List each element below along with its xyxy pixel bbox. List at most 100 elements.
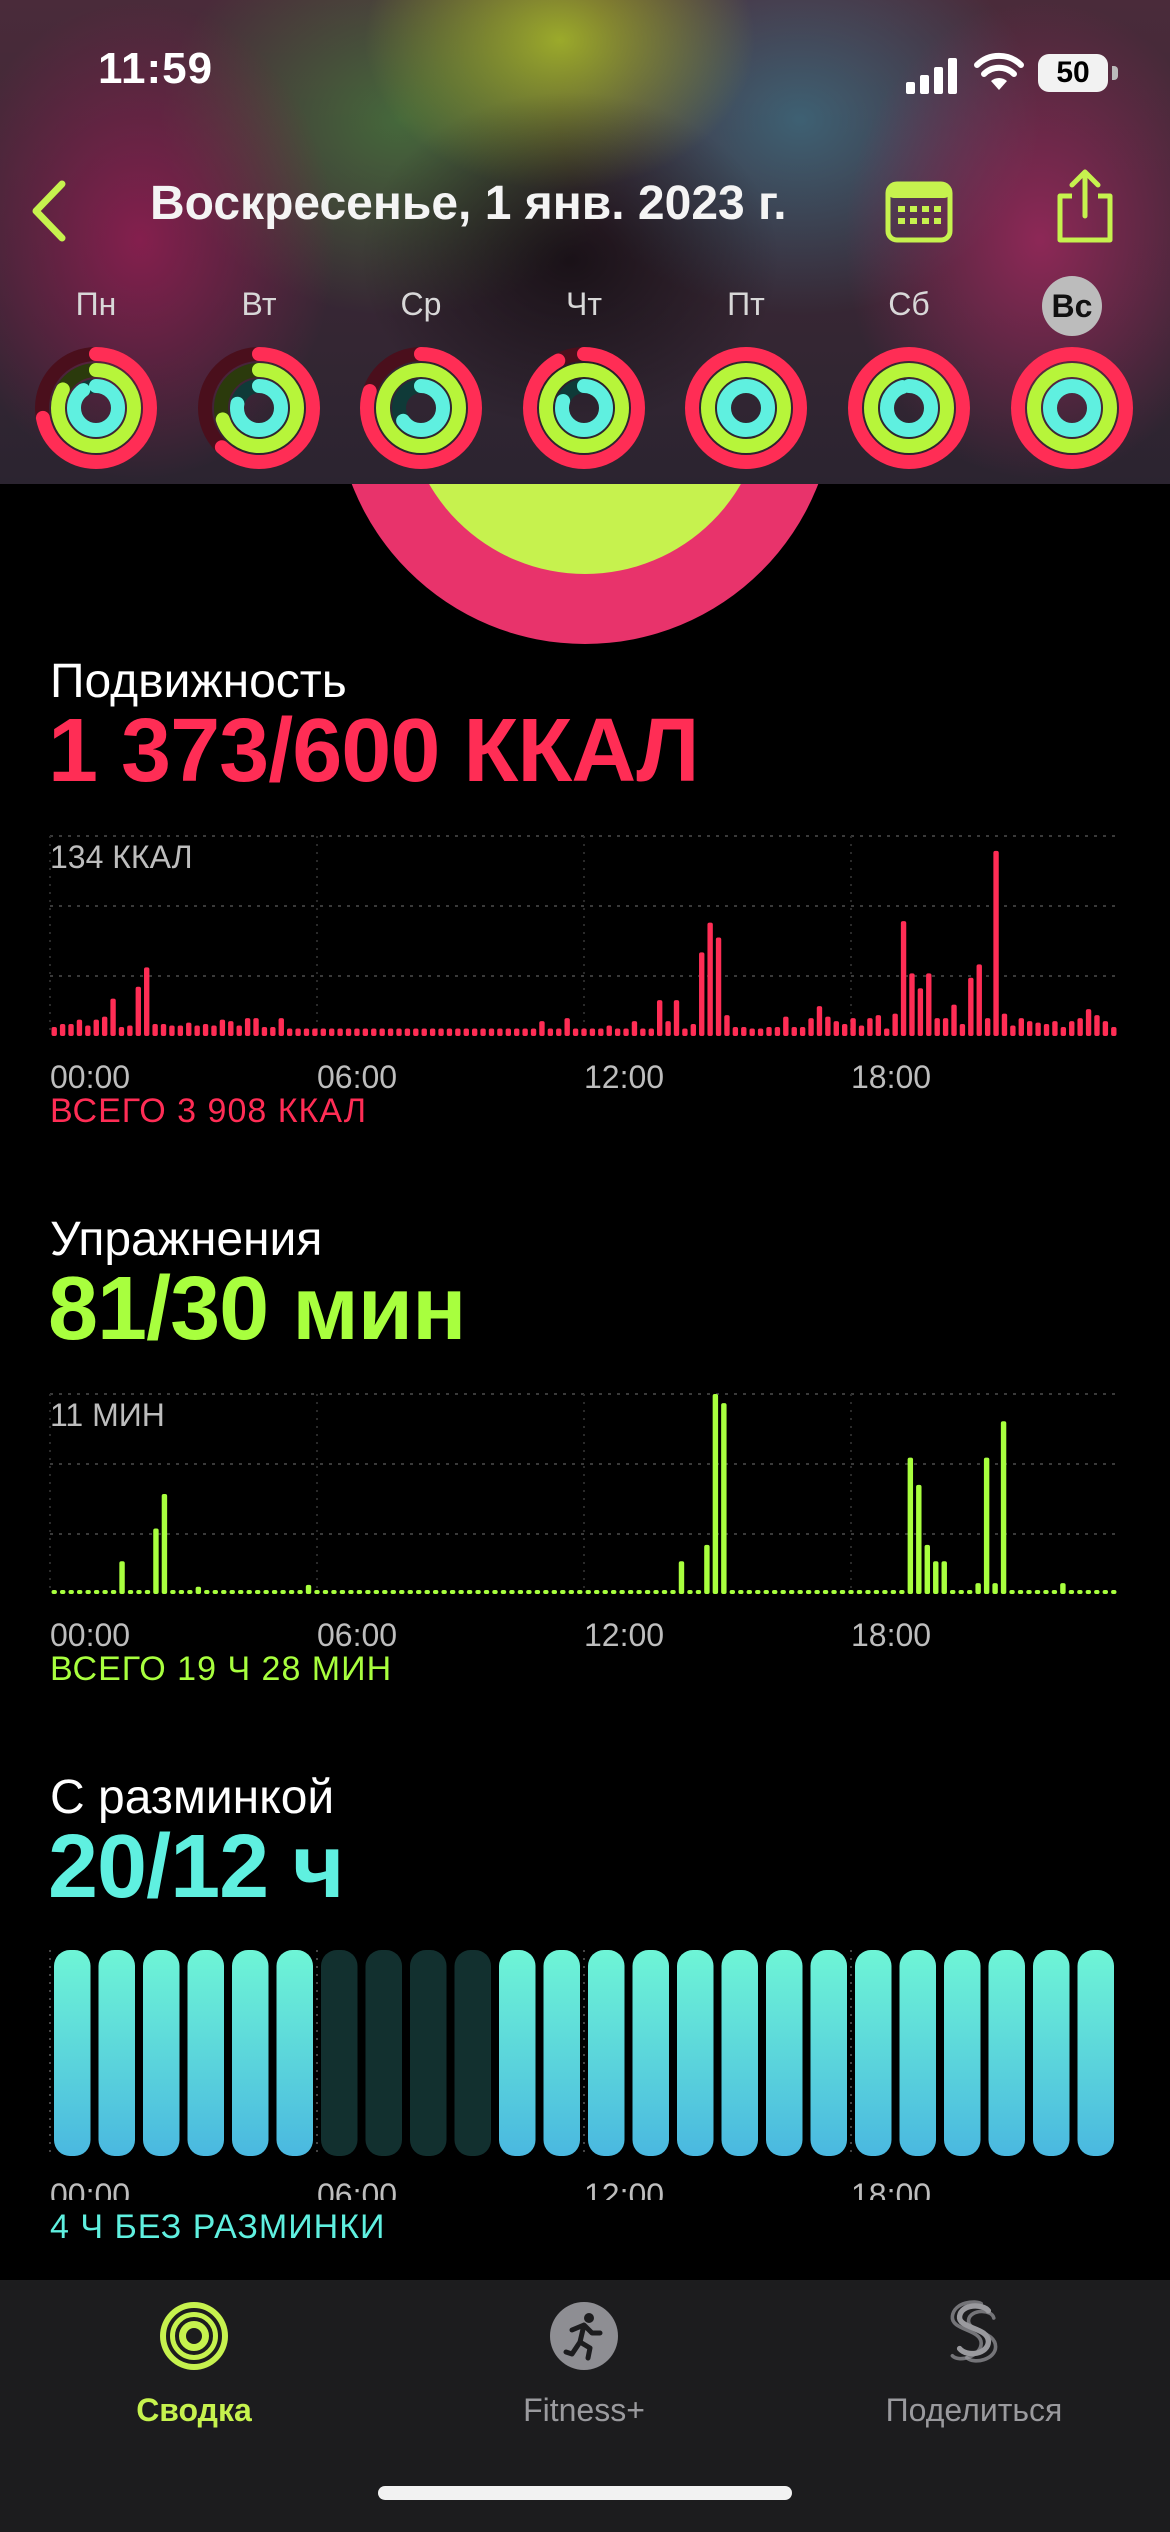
- move-bar-68: [623, 1028, 629, 1036]
- move-bar-72: [656, 1000, 663, 1036]
- exercise-bar-26: [271, 1590, 278, 1594]
- exercise-bar-107: [958, 1590, 964, 1594]
- move-bar-61: [564, 1018, 570, 1036]
- move-bar-57: [530, 1028, 537, 1036]
- stand-ring-0: [67, 379, 125, 437]
- move-bar-60: [556, 1028, 562, 1036]
- move-bar-53: [497, 1028, 503, 1036]
- move-bar-64: [589, 1028, 596, 1036]
- exercise-bar-83: [755, 1590, 761, 1594]
- move-bar-1: [59, 1024, 66, 1036]
- move-bar-11: [144, 967, 150, 1036]
- stand-bar-21: [988, 1950, 1025, 2156]
- exercise-bar-125: [1111, 1590, 1117, 1594]
- tab-sharing-label: Поделиться: [885, 2392, 1063, 2428]
- move-bar-26: [270, 1027, 276, 1036]
- day-label-5[interactable]: Сб: [888, 286, 930, 322]
- move-bar-82: [741, 1027, 747, 1036]
- move-bar-116: [1027, 1021, 1033, 1036]
- move-bar-23: [244, 1018, 251, 1036]
- day-rings-6[interactable]: [1006, 342, 1138, 474]
- move-tick-0: 00:00: [50, 1059, 130, 1095]
- exercise-bar-60: [560, 1590, 566, 1594]
- exercise-bar-81: [738, 1590, 744, 1594]
- move-bar-40: [387, 1028, 394, 1036]
- day-rings-1[interactable]: [193, 342, 325, 474]
- today-rings-partial: [0, 484, 1170, 654]
- exercise-bar-102: [916, 1484, 922, 1594]
- move-bar-122: [1077, 1018, 1083, 1036]
- move-bar-112: [993, 850, 999, 1036]
- exercise-bar-32: [322, 1590, 329, 1594]
- day-rings-3[interactable]: [518, 342, 650, 474]
- exercise-bar-123: [1094, 1590, 1100, 1594]
- running-figure-icon: [550, 2302, 618, 2370]
- move-bar-54: [505, 1028, 512, 1036]
- stand-bar-6: [321, 1950, 358, 2156]
- move-bar-52: [488, 1028, 495, 1036]
- day-label-3[interactable]: Чт: [566, 286, 602, 322]
- stand-ring-1: [230, 379, 288, 437]
- date-title: Воскресенье, 1 янв. 2023 г.: [150, 177, 787, 230]
- exercise-bar-34: [339, 1590, 346, 1594]
- move-bar-7: [110, 998, 116, 1036]
- move-title: Подвижность: [50, 655, 347, 708]
- exercise-bar-79: [721, 1403, 727, 1594]
- stand-ring-5: [880, 379, 938, 437]
- move-bar-24: [253, 1018, 259, 1036]
- move-bar-43: [413, 1028, 419, 1036]
- exercise-bar-13: [161, 1494, 168, 1594]
- move-bar-83: [749, 1028, 755, 1036]
- stand-bar-20: [944, 1950, 981, 2156]
- move-bar-78: [707, 922, 713, 1036]
- exercise-bar-51: [483, 1590, 490, 1594]
- move-bar-98: [875, 1015, 882, 1036]
- day-label-2[interactable]: Ср: [400, 286, 442, 322]
- exercise-bar-49: [466, 1590, 473, 1594]
- calendar-icon[interactable]: [884, 176, 954, 246]
- day-label-4[interactable]: Пт: [727, 286, 765, 322]
- move-bar-44: [421, 1028, 427, 1036]
- move-bar-100: [892, 1013, 898, 1036]
- exercise-bar-91: [822, 1590, 829, 1594]
- exercise-bar-108: [966, 1590, 973, 1594]
- move-bar-32: [320, 1028, 326, 1036]
- day-rings-2[interactable]: [355, 342, 487, 474]
- day-label-1[interactable]: Вт: [241, 286, 277, 322]
- move-total: ВСЕГО 3 908 ККАЛ: [50, 1092, 368, 1130]
- move-bar-75: [682, 1028, 688, 1036]
- day-rings-4[interactable]: [680, 342, 812, 474]
- exercise-bar-12: [153, 1528, 159, 1594]
- exercise-bar-6: [102, 1590, 108, 1594]
- day-rings-5[interactable]: [843, 342, 975, 474]
- day-label-6[interactable]: Вс: [1042, 276, 1102, 336]
- exercise-bar-112: [1000, 1421, 1007, 1594]
- move-ring-6: [1011, 347, 1133, 469]
- exercise-bar-23: [246, 1590, 252, 1594]
- exercise-bar-121: [1077, 1590, 1083, 1594]
- day-rings-0[interactable]: [30, 342, 162, 474]
- exercise-bar-33: [331, 1590, 337, 1594]
- move-bar-90: [808, 1018, 814, 1036]
- exercise-bar-43: [416, 1590, 422, 1594]
- move-bar-74: [673, 1000, 680, 1036]
- home-indicator[interactable]: [378, 2486, 792, 2500]
- share-icon[interactable]: [1050, 166, 1120, 246]
- move-bar-56: [522, 1028, 528, 1036]
- move-bar-124: [1094, 1015, 1100, 1036]
- move-bar-63: [581, 1028, 587, 1036]
- exercise-bar-21: [229, 1590, 235, 1594]
- move-bar-28: [286, 1028, 293, 1036]
- exercise-bar-97: [873, 1590, 880, 1594]
- day-label-0[interactable]: Пн: [75, 286, 117, 322]
- exercise-bar-14: [170, 1590, 176, 1594]
- back-chevron-icon[interactable]: [24, 176, 74, 246]
- exercise-ring-5: [864, 363, 954, 453]
- exercise-bar-15: [178, 1590, 185, 1594]
- exercise-bar-40: [390, 1590, 396, 1594]
- move-bar-6: [101, 1016, 108, 1036]
- exercise-bar-113: [1009, 1590, 1015, 1594]
- exercise-tick-0: 00:00: [50, 1617, 130, 1653]
- stand-bar-17: [810, 1950, 847, 2156]
- move-bar-88: [791, 1027, 797, 1036]
